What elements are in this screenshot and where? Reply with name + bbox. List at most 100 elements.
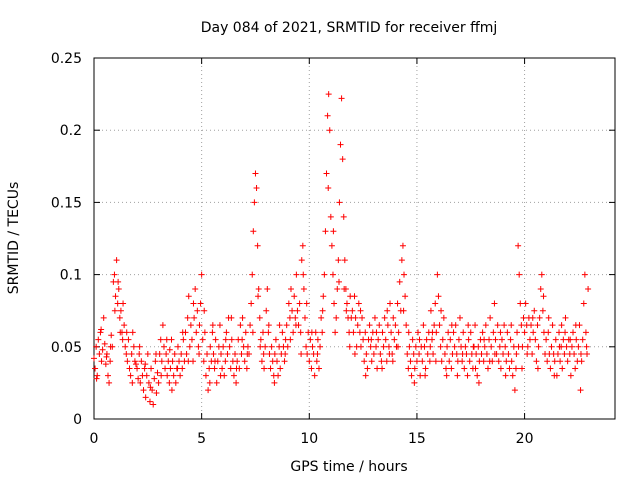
- data-point: [168, 387, 175, 394]
- data-point: [376, 322, 383, 329]
- data-point: [228, 314, 235, 321]
- data-point: [362, 372, 369, 379]
- data-point: [211, 358, 218, 365]
- data-point: [188, 336, 195, 343]
- data-point: [333, 314, 340, 321]
- data-point: [314, 336, 321, 343]
- data-point: [529, 314, 536, 321]
- data-point: [335, 257, 342, 264]
- data-point: [461, 365, 468, 372]
- data-point: [150, 401, 157, 408]
- data-point: [96, 351, 103, 358]
- data-point: [267, 365, 274, 372]
- data-point: [216, 322, 223, 329]
- data-point: [111, 271, 118, 278]
- data-point: [515, 242, 522, 249]
- data-point: [239, 314, 246, 321]
- data-point: [151, 375, 158, 382]
- data-point: [540, 293, 547, 300]
- data-point: [405, 365, 412, 372]
- data-point: [431, 322, 438, 329]
- data-point: [256, 314, 263, 321]
- data-point: [163, 336, 170, 343]
- y-axis-label: SRMTID / TECUs: [6, 182, 22, 295]
- data-point: [475, 379, 482, 386]
- data-point: [518, 365, 525, 372]
- data-point: [115, 278, 122, 285]
- data-point: [394, 300, 401, 307]
- data-point: [472, 365, 479, 372]
- y-tick-label: 0.05: [51, 340, 82, 356]
- data-point: [508, 322, 515, 329]
- data-point: [298, 351, 305, 358]
- data-point: [314, 351, 321, 358]
- data-point: [241, 358, 248, 365]
- data-point: [381, 314, 388, 321]
- data-point: [124, 358, 131, 365]
- data-point: [107, 343, 114, 350]
- data-point: [580, 300, 587, 307]
- data-point: [411, 379, 418, 386]
- data-point: [148, 365, 155, 372]
- data-point: [474, 372, 481, 379]
- data-point: [206, 365, 213, 372]
- data-point: [142, 394, 149, 401]
- data-point: [158, 358, 165, 365]
- data-point: [352, 314, 359, 321]
- data-point: [275, 372, 282, 379]
- data-point: [291, 293, 298, 300]
- data-point: [284, 343, 291, 350]
- data-point: [422, 372, 429, 379]
- data-point: [572, 365, 579, 372]
- data-point: [357, 343, 364, 350]
- data-point: [570, 329, 577, 336]
- data-point: [324, 112, 331, 119]
- data-point: [429, 329, 436, 336]
- data-point: [195, 343, 202, 350]
- data-point: [577, 351, 584, 358]
- data-point: [166, 379, 173, 386]
- data-point: [349, 307, 356, 314]
- data-point: [407, 358, 414, 365]
- data-point: [194, 307, 201, 314]
- data-point: [356, 329, 363, 336]
- data-point: [319, 329, 326, 336]
- data-point: [567, 372, 574, 379]
- data-point: [279, 329, 286, 336]
- data-point: [501, 322, 508, 329]
- data-point: [506, 365, 513, 372]
- data-point: [410, 351, 417, 358]
- data-point: [224, 351, 231, 358]
- data-point: [292, 322, 299, 329]
- data-point: [228, 336, 235, 343]
- data-point: [190, 300, 197, 307]
- data-point: [524, 343, 531, 350]
- data-point: [138, 358, 145, 365]
- data-point: [276, 322, 283, 329]
- data-point: [483, 351, 490, 358]
- data-point: [409, 336, 416, 343]
- data-point: [479, 329, 486, 336]
- data-point: [232, 351, 239, 358]
- data-point: [394, 343, 401, 350]
- data-point: [115, 286, 122, 293]
- data-point: [447, 336, 454, 343]
- data-point: [534, 365, 541, 372]
- data-point: [415, 329, 422, 336]
- data-point: [391, 336, 398, 343]
- data-point: [398, 257, 405, 264]
- data-point: [521, 329, 528, 336]
- data-point: [238, 351, 245, 358]
- data-point: [423, 336, 430, 343]
- data-point: [511, 387, 518, 394]
- data-point: [547, 365, 554, 372]
- grid-lines: [94, 58, 615, 419]
- data-point: [223, 329, 230, 336]
- data-point: [160, 343, 167, 350]
- data-point: [249, 329, 256, 336]
- data-point: [380, 343, 387, 350]
- data-point: [287, 336, 294, 343]
- data-point: [515, 343, 522, 350]
- x-tick-label: 15: [408, 431, 426, 447]
- data-point: [502, 343, 509, 350]
